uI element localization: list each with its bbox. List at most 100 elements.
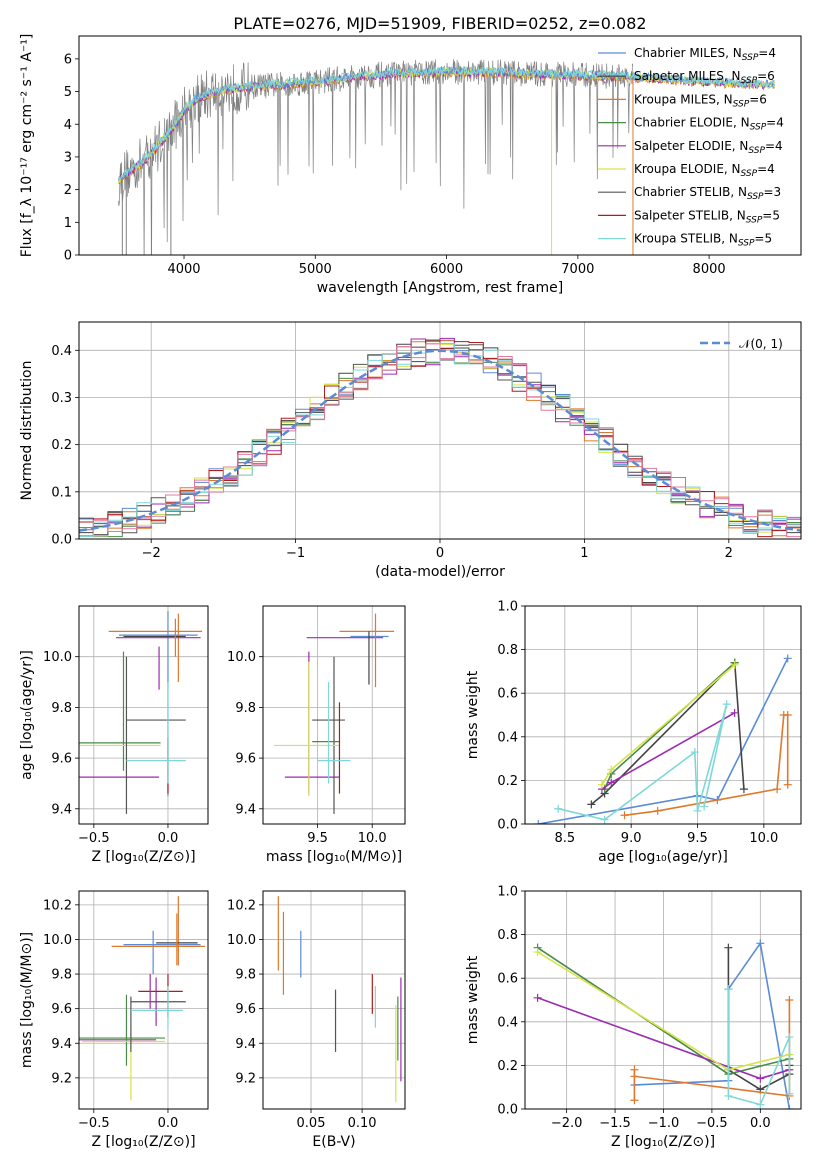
spectrum-ytick-label: 2 [64,183,72,198]
weight-marker-kroupa_stelib [693,806,702,815]
residuals-xtick-label: 1 [580,546,588,561]
legend-label-kroupa_elodie: Kroupa ELODIE, NSSP=4 [634,162,775,179]
spectrum-xtick-label: 6000 [430,262,463,277]
mass_weight_vs_Z-ytick-label: 0.0 [497,1103,518,1118]
mass_vs_Z-ytick-label: 9.4 [51,1037,72,1052]
mass_weight_vs_Z-frame [524,890,802,1110]
weight-marker-kroupa_miles [620,811,629,820]
legend-normal-label: 𝒩(0, 1) [739,337,783,351]
spectrum-ytick-label: 3 [64,150,72,165]
weight-line-kroupa_stelib [727,989,791,1106]
age_vs_Z-xtick-label: 0.0 [158,831,179,846]
mass_weight_vs_age-ylabel: mass weight [465,670,481,759]
residuals-xtick-label: −1 [286,546,305,561]
mass_weight_vs_age-xtick-label: 10.0 [749,831,778,846]
mass_weight_vs_age-xtick-label: 9.0 [621,831,642,846]
mass_weight_vs_age-ytick-label: 0.4 [497,730,518,745]
residuals-panel: −2 −1 0 1 2 0.0 0.1 0.2 0.3 0.4 (data-model)/error… [19,321,802,580]
residuals-ytick-label: 0.3 [51,391,72,406]
weight-marker-kroupa_stelib [700,802,709,811]
legend-label-salpeter_elodie: Salpeter ELODIE, NSSP=4 [634,139,783,156]
mass_weight_vs_Z-plot-area [533,939,794,1109]
weight-marker-kroupa_stelib [785,1033,794,1042]
age_vs_mass-ytick-label: 9.4 [235,802,256,817]
mass_vs_ebv-xlabel: E(B-V) [312,1134,355,1150]
mass_vs_Z-plot-area [79,896,206,1101]
residuals-ytick-label: 0.1 [51,485,72,500]
spectrum-ytick-label: 5 [64,85,72,100]
residuals-xtick-label: 0 [436,546,444,561]
model-spectrum-kroupa_stelib [117,65,775,181]
mass_vs_Z-xlabel: Z [log₁₀(Z/Z⊙)] [91,1134,195,1150]
weight-marker-chabrier_miles [756,939,765,948]
residuals-xtick-label: −2 [142,546,161,561]
spectrum-xlabel: wavelength [Angstrom, rest frame] [317,280,563,296]
residuals-xlabel: (data-model)/error [375,564,505,580]
age_vs_mass-xtick-label: 9.5 [307,831,328,846]
age_vs_Z-xlabel: Z [log₁₀(Z/Z⊙)] [91,849,195,865]
age_vs_mass-panel: 9.5 10.0 9.4 9.6 9.8 10.0 mass [log₁₀(M/M⊙)] [227,605,406,865]
mass_vs_ebv-xtick-label: 0.05 [297,1116,326,1131]
age_vs_mass-frame [262,605,406,825]
legend-label-salpeter_stelib: Salpeter STELIB, NSSP=5 [634,208,780,225]
mass_vs_Z-ytick-label: 9.6 [51,1002,72,1017]
mass_weight_vs_Z-ylabel: mass weight [465,955,481,1044]
spectrum-xtick-label: 4000 [167,262,200,277]
mass_weight_vs_age-xtick-label: 8.5 [554,831,575,846]
weight-marker-kroupa_elodie [533,948,542,957]
residuals-ytick-label: 0.2 [51,438,72,453]
mass_vs_ebv-ytick-label: 9.8 [235,968,256,983]
weight-marker-chabrier_miles [785,1105,794,1109]
mass_weight_vs_age-ytick-label: 0.2 [497,774,518,789]
mass_weight_vs_age-ytick-label: 1.0 [497,600,518,615]
weight-marker-kroupa_stelib [554,804,563,813]
mass_vs_ebv-ytick-label: 10.0 [227,933,256,948]
age_vs_mass-xtick-label: 10.0 [358,831,387,846]
mass_vs_ebv-frame [262,890,406,1110]
weight-marker-kroupa_miles [785,996,794,1004]
mass_vs_ebv-ytick-label: 9.2 [235,1071,256,1086]
weight-marker-kroupa_elodie [607,765,616,774]
mass_weight_vs_Z-ytick-label: 1.0 [497,885,518,900]
weight-marker-salpeter_miles [587,800,596,809]
mass_vs_ebv-ytick-label: 9.4 [235,1037,256,1052]
mass_weight_vs_age-frame [524,605,802,825]
spectrum-ytick-label: 6 [64,52,72,67]
weight-marker-chabrier_miles [534,820,543,824]
weight-line-kroupa_miles [624,714,789,817]
weight-marker-salpeter_elodie [756,1074,765,1083]
legend-label-salpeter_miles: Salpeter MILES, NSSP=6 [634,69,775,86]
spectrum-plot-area [117,59,775,255]
weight-marker-kroupa_stelib [690,748,699,757]
spectrum-xtick-label: 8000 [693,262,726,277]
age_vs_mass-ytick-label: 9.6 [235,752,256,767]
residuals-xtick-label: 2 [725,546,733,561]
mass_weight_vs_Z-xtick-label: −0.5 [696,1116,728,1131]
age_vs_Z-ytick-label: 9.6 [51,752,72,767]
spectrum-xtick-label: 5000 [299,262,332,277]
weight-marker-salpeter_elodie [730,708,739,717]
spectrum-legend: Chabrier MILES, NSSP=4 Salpeter MILES, NS… [598,46,784,249]
weight-marker-kroupa_miles [783,711,792,719]
age_vs_Z-ytick-label: 9.8 [51,701,72,716]
residuals-frame [78,321,802,540]
spectrum-frame [78,35,802,256]
mass_weight_vs_Z-ytick-label: 0.4 [497,1015,518,1030]
weight-marker-kroupa_stelib [600,815,609,824]
weight-marker-salpeter_miles [724,943,733,952]
mass_weight_vs_Z-xtick-label: −1.5 [599,1116,631,1131]
weight-marker-kroupa_miles [630,1072,639,1081]
residuals-ytick-label: 0.4 [51,344,72,359]
weight-marker-kroupa_miles [630,1096,639,1105]
mass_vs_Z-xtick-label: 0.0 [158,1116,179,1131]
weight-line-kroupa_stelib [558,703,728,821]
normal-curve [79,349,801,532]
mass_vs_ebv-panel: 0.05 0.10 9.2 9.4 9.6 9.8 10.0 10.2 E(B-V) [227,890,406,1150]
residuals-ylabel: Normed distribution [19,361,35,501]
age_vs_mass-plot-area [273,613,395,814]
mass_weight_vs_age-plot-area [534,654,792,824]
mass_weight_vs_Z-ytick-label: 0.8 [497,928,518,943]
age_vs_mass-ytick-label: 10.0 [227,650,256,665]
mass_weight_vs_age-panel: 8.5 9.0 9.5 10.0 0.0 0.2 0.4 0.6 0.8 1.0 age [log₁… [465,600,802,865]
